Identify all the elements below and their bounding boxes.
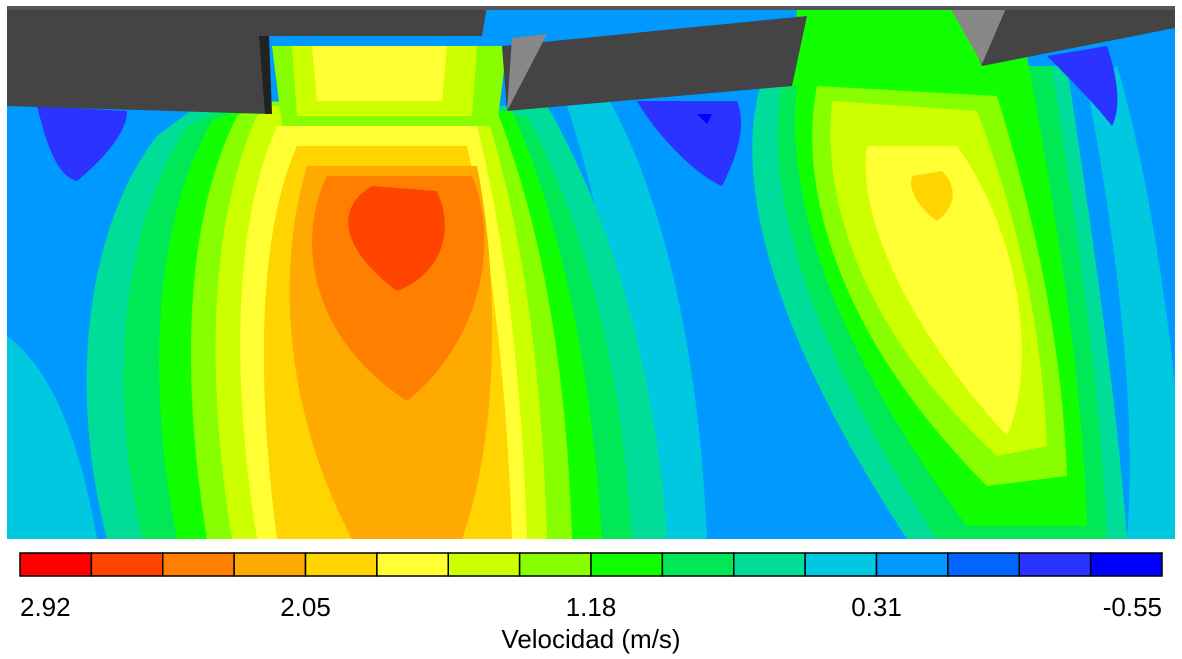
colorbar-cell xyxy=(661,552,735,577)
colorbar-cell xyxy=(518,552,592,577)
colorbar-cell xyxy=(376,552,450,577)
colorbar-tick-label: 2.05 xyxy=(280,592,331,622)
wall-right-bevel xyxy=(949,6,1007,64)
colorbar-cell xyxy=(90,552,164,577)
colorbar-cell xyxy=(590,552,664,577)
colorbar-legend: 2.92 2.05 1.18 0.31 -0.55 Velocidad (m/s) xyxy=(0,540,1182,659)
colorbar-cell xyxy=(875,552,949,577)
contour-yellow-right xyxy=(865,146,1022,436)
wall-right xyxy=(957,6,1175,66)
contour-cyan-mid xyxy=(567,96,707,539)
colorbar-cell xyxy=(947,552,1021,577)
colorbar-cell xyxy=(233,552,307,577)
wall-left-edge xyxy=(259,36,272,114)
wall-middle-bevel xyxy=(507,34,547,111)
colorbar: 2.92 2.05 1.18 0.31 -0.55 Velocidad (m/s) xyxy=(19,552,1163,654)
colorbar-tick-label: 0.31 xyxy=(851,592,902,622)
contour-cyan-left xyxy=(7,336,97,539)
colorbar-cell xyxy=(733,552,806,577)
contour-redorange-left xyxy=(348,186,445,291)
colorbar-cell xyxy=(304,552,378,577)
colorbar-cell xyxy=(447,552,521,577)
colorbar-cell xyxy=(19,552,93,577)
colorbar-tick-label: -0.55 xyxy=(1103,592,1162,622)
wall-middle xyxy=(502,16,807,111)
wall-left xyxy=(7,6,487,114)
contour-throat-right xyxy=(792,6,992,86)
colorbar-cell xyxy=(1089,552,1163,577)
colorbar-tick-label: 2.92 xyxy=(20,592,71,622)
contour-gold-right xyxy=(911,171,953,221)
contour-blue-pocket-mid xyxy=(637,101,742,186)
contour-field xyxy=(7,6,1175,539)
wall-top-strip xyxy=(7,6,1175,10)
colorbar-cell xyxy=(162,552,235,577)
velocity-contour-plot xyxy=(7,6,1175,539)
colorbar-tick-label: 1.18 xyxy=(566,592,617,622)
contour-cyan-right xyxy=(1087,66,1175,539)
colorbar-title: Velocidad (m/s) xyxy=(501,624,680,654)
contour-throat-yellow xyxy=(312,46,447,101)
contour-blue-pocket-left xyxy=(37,106,127,181)
contour-blue-pocket-right xyxy=(1047,46,1118,126)
colorbar-cell xyxy=(804,552,878,577)
colorbar-cell xyxy=(1018,552,1092,577)
contour-blue-core-mid xyxy=(697,114,712,124)
